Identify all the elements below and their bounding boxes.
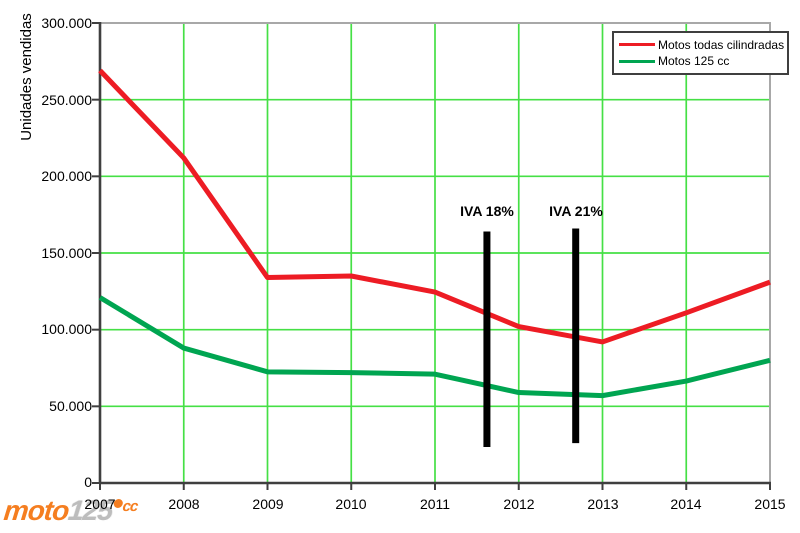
annotation-iva-21: IVA 21% xyxy=(549,203,603,219)
legend-item-125cc: Motos 125 cc xyxy=(619,54,782,68)
series-line-125cc xyxy=(98,295,771,399)
series-line-todas-cilindradas xyxy=(98,68,771,345)
legend-label: Motos 125 cc xyxy=(658,54,730,69)
legend: Motos todas cilindradas Motos 125 cc xyxy=(612,31,789,75)
legend-line-red xyxy=(619,43,655,47)
x-tick-label: 2013 xyxy=(587,496,619,512)
y-tick-label: 0 xyxy=(84,474,92,490)
y-tick-label: 150.000 xyxy=(41,245,92,261)
y-tick-label: 50.000 xyxy=(49,398,92,414)
y-tick-label: 250.000 xyxy=(41,92,92,108)
x-tick-label: 2011 xyxy=(419,496,451,512)
x-tick-label: 2007 xyxy=(84,496,116,512)
x-tick-label: 2015 xyxy=(754,496,786,512)
logo-text-moto: moto xyxy=(2,495,71,526)
y-tick-label: 200.000 xyxy=(41,168,92,184)
y-tick-label: 300.000 xyxy=(41,15,92,31)
legend-label: Motos todas cilindradas xyxy=(658,37,785,52)
legend-item-all-cc: Motos todas cilindradas xyxy=(619,37,785,52)
x-tick-label: 2012 xyxy=(503,496,535,512)
x-tick-label: 2014 xyxy=(670,496,702,512)
x-tick-label: 2008 xyxy=(168,496,200,512)
legend-line-green xyxy=(619,59,655,63)
annotation-iva-18: IVA 18% xyxy=(460,203,514,219)
x-tick-label: 2010 xyxy=(335,496,367,512)
x-tick-label: 2009 xyxy=(252,496,284,512)
y-tick-label: 100.000 xyxy=(41,321,92,337)
